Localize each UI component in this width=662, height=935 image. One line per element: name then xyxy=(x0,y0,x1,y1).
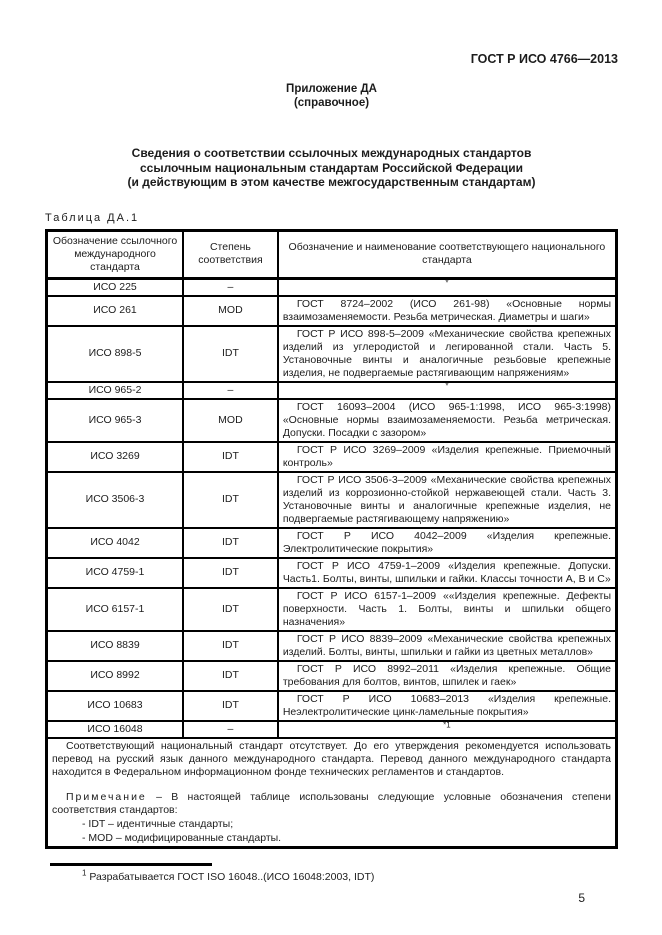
footnote-divider xyxy=(50,862,212,866)
intl-standard-cell: ИСО 898-5 xyxy=(45,324,185,383)
page-number: 5 xyxy=(578,890,585,905)
intl-standard-cell: ИСО 3269 xyxy=(45,440,185,473)
national-standard-cell: ГОСТ 8724–2002 (ИСО 261-98) «Основные но… xyxy=(276,294,618,327)
table-row: ИСО 10683 IDT ГОСТ Р ИСО 10683–2013 «Изд… xyxy=(45,689,618,722)
appendix-subtitle: (справочное) xyxy=(293,97,370,109)
degree-cell: IDT xyxy=(182,324,279,383)
footnote-marker: *1 xyxy=(443,720,451,729)
col-header-degree: Степень соответствия xyxy=(182,229,279,280)
page-footnote: 1 Разрабатывается ГОСТ ISO 16048..(ИСО 1… xyxy=(45,868,618,883)
national-standard-cell: ГОСТ 16093–2004 (ИСО 965-1:1998, ИСО 965… xyxy=(276,397,618,443)
table-row: ИСО 3269 IDT ГОСТ Р ИСО 3269–2009 «Издел… xyxy=(45,440,618,473)
intl-standard-cell: ИСО 8992 xyxy=(45,659,185,692)
national-standard-cell: ГОСТ Р ИСО 4759-1–2009 «Изделия крепежны… xyxy=(276,556,618,589)
degree-cell: – xyxy=(182,380,279,400)
national-standard-cell: * xyxy=(276,277,618,297)
footnote-text: Разрабатывается ГОСТ ISO 16048..(ИСО 160… xyxy=(89,870,375,883)
national-standard-cell: ГОСТ Р ИСО 898-5–2009 «Механические свой… xyxy=(276,324,618,383)
degree-cell: IDT xyxy=(182,689,279,722)
intl-standard-cell: ИСО 4042 xyxy=(45,526,185,559)
footnote-marker: * xyxy=(445,381,449,390)
doc-number: ГОСТ Р ИСО 4766—2013 xyxy=(470,52,618,66)
note-item-idt: - IDT – идентичные стандарты; xyxy=(82,817,234,830)
appendix-title: Приложение ДА xyxy=(286,83,377,95)
intl-standard-cell: ИСО 6157-1 xyxy=(45,586,185,632)
table-row: ИСО 4759-1 IDT ГОСТ Р ИСО 4759-1–2009 «И… xyxy=(45,556,618,589)
degree-cell: IDT xyxy=(182,556,279,589)
table-row: ИСО 898-5 IDT ГОСТ Р ИСО 898-5–2009 «Мех… xyxy=(45,324,618,383)
table-row: ИСО 8839 IDT ГОСТ Р ИСО 8839–2009 «Механ… xyxy=(45,629,618,662)
degree-cell: IDT xyxy=(182,586,279,632)
degree-cell: IDT xyxy=(182,470,279,529)
table-row: ИСО 965-3 MOD ГОСТ 16093–2004 (ИСО 965-1… xyxy=(45,397,618,443)
table-note: Примечание – В настоящей таблице использ… xyxy=(52,791,611,817)
degree-cell: IDT xyxy=(182,526,279,559)
table-footnote-block: Соответствующий национальный стандарт от… xyxy=(45,736,618,848)
national-standard-cell: ГОСТ Р ИСО 8992–2011 «Изделия крепежные.… xyxy=(276,659,618,692)
national-standard-cell: ГОСТ Р ИСО 8839–2009 «Механические свойс… xyxy=(276,629,618,662)
table-row: ИСО 965-2 – * xyxy=(45,380,618,400)
table-row: ИСО 3506-3 IDT ГОСТ Р ИСО 3506-3–2009 «М… xyxy=(45,470,618,529)
table-footer-row: Соответствующий национальный стандарт от… xyxy=(45,736,618,848)
note-text: – В настоящей таблице использованы следу… xyxy=(52,790,611,816)
table-row: ИСО 225 – * xyxy=(45,277,618,297)
intl-standard-cell: ИСО 8839 xyxy=(45,629,185,662)
national-standard-cell: ГОСТ Р ИСО 4042–2009 «Изделия крепежные.… xyxy=(276,526,618,559)
footnote-marker: * xyxy=(445,278,449,287)
table-row: ИСО 261 MOD ГОСТ 8724–2002 (ИСО 261-98) … xyxy=(45,294,618,327)
note-item-mod: - MOD – модифицированные стандарты. xyxy=(82,831,282,844)
degree-cell: IDT xyxy=(182,440,279,473)
national-standard-cell: ГОСТ Р ИСО 10683–2013 «Изделия крепежные… xyxy=(276,689,618,722)
degree-cell: MOD xyxy=(182,294,279,327)
degree-cell: IDT xyxy=(182,629,279,662)
national-standard-cell: *1 xyxy=(276,719,618,739)
table-row: ИСО 4042 IDT ГОСТ Р ИСО 4042–2009 «Издел… xyxy=(45,526,618,559)
intl-standard-cell: ИСО 10683 xyxy=(45,689,185,722)
col-header-national-standard: Обозначение и наименование соответствующ… xyxy=(276,229,618,280)
intl-standard-cell: ИСО 16048 xyxy=(45,719,185,739)
degree-cell: MOD xyxy=(182,397,279,443)
appendix-heading: Приложение ДА (справочное) xyxy=(45,82,618,110)
table-row: ИСО 6157-1 IDT ГОСТ Р ИСО 6157-1–2009 ««… xyxy=(45,586,618,632)
page-title-line-1: Сведения о соответствии ссылочных междун… xyxy=(131,146,532,160)
standards-correspondence-table: Обозначение ссылочного международного ст… xyxy=(45,228,618,849)
intl-standard-cell: ИСО 965-2 xyxy=(45,380,185,400)
page-title: Сведения о соответствии ссылочных междун… xyxy=(45,146,618,190)
table-row: ИСО 16048 – *1 xyxy=(45,719,618,739)
note-label: Примечание xyxy=(66,790,147,803)
national-standard-cell: ГОСТ Р ИСО 3269–2009 «Изделия крепежные.… xyxy=(276,440,618,473)
col-header-intl-standard: Обозначение ссылочного международного ст… xyxy=(45,229,185,280)
degree-cell: IDT xyxy=(182,659,279,692)
degree-cell: – xyxy=(182,719,279,739)
table-header-row: Обозначение ссылочного международного ст… xyxy=(45,229,618,280)
table-caption: Таблица ДА.1 xyxy=(45,211,140,224)
intl-standard-cell: ИСО 225 xyxy=(45,277,185,297)
degree-cell: – xyxy=(182,277,279,297)
page-title-line-2: ссылочным национальным стандартам Россий… xyxy=(140,160,523,175)
intl-standard-cell: ИСО 4759-1 xyxy=(45,556,185,589)
national-standard-cell: ГОСТ Р ИСО 6157-1–2009 ««Изделия крепежн… xyxy=(276,586,618,632)
intl-standard-cell: ИСО 965-3 xyxy=(45,397,185,443)
table-row: ИСО 8992 IDT ГОСТ Р ИСО 8992–2011 «Издел… xyxy=(45,659,618,692)
table-footnote-paragraph: Соответствующий национальный стандарт от… xyxy=(52,739,611,778)
national-standard-cell: ГОСТ Р ИСО 3506-3–2009 «Механические сво… xyxy=(276,470,618,529)
national-standard-cell: * xyxy=(276,380,618,400)
intl-standard-cell: ИСО 3506-3 xyxy=(45,470,185,529)
intl-standard-cell: ИСО 261 xyxy=(45,294,185,327)
footnote-number: 1 xyxy=(82,868,87,877)
page-title-line-3: (и действующим в этом качестве межгосуда… xyxy=(127,175,536,189)
